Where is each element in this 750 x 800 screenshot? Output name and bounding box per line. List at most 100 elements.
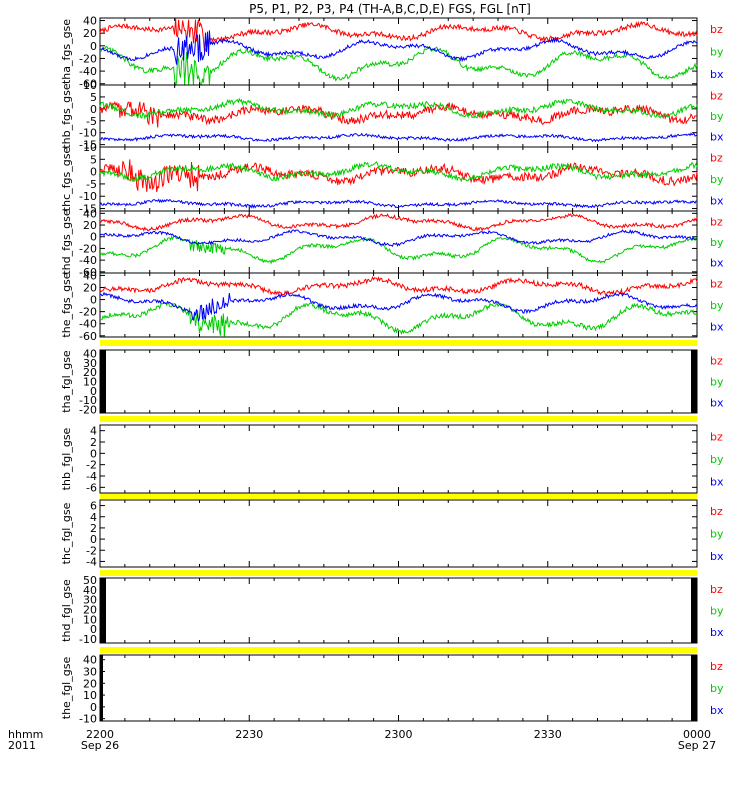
y-tick-label: -60 (79, 330, 97, 343)
legend-by: by (710, 376, 724, 389)
y-tick-label: 30 (83, 357, 97, 370)
y-tick-label: 20 (83, 604, 97, 617)
legend-bz: bz (710, 660, 723, 673)
y-axis-label: thc_fgs_gse (60, 147, 73, 212)
y-tick-label: 40 (83, 207, 97, 220)
series-by-line (99, 97, 698, 120)
y-tick-label: -2 (86, 544, 97, 557)
y-tick-label: 40 (83, 348, 97, 361)
y-tick-label: -6 (86, 481, 97, 494)
series-bx-line (99, 291, 698, 322)
legend-bz: bz (710, 355, 723, 368)
y-tick-label: -20 (79, 52, 97, 65)
y-tick-label: -4 (86, 555, 97, 568)
legend-by: by (710, 528, 724, 541)
y-axis-label: tha_fgl_gse (60, 350, 73, 413)
y-tick-label: 0 (90, 231, 97, 244)
series-by-line (99, 45, 698, 87)
legend-bz: bz (710, 152, 723, 165)
legend-bz: bz (710, 430, 723, 443)
legend-by: by (710, 110, 724, 123)
x-tick-label: 0000 (683, 728, 711, 741)
y-tick-label: 20 (83, 366, 97, 379)
y-tick-label: -20 (79, 403, 97, 416)
y-tick-label: -20 (79, 306, 97, 319)
y-tick-label: 10 (83, 141, 97, 154)
year-label: 2011 (8, 739, 36, 752)
y-tick-label: 0 (90, 623, 97, 636)
y-tick-label: 0 (90, 701, 97, 714)
y-tick-label: 4 (90, 511, 97, 524)
legend-bz: bz (710, 23, 723, 36)
panel-frame (99, 577, 698, 644)
legend-bz: bz (710, 215, 723, 228)
series-by-line (100, 302, 698, 337)
legend-bz: bz (710, 89, 723, 102)
x-tick-label: 2230 (235, 728, 263, 741)
legend-bx: bx (710, 68, 724, 81)
legend-by: by (710, 682, 724, 695)
edge-fill-right (691, 578, 697, 643)
y-tick-label: -10 (79, 190, 97, 203)
y-tick-label: 6 (90, 500, 97, 513)
y-tick-label: -60 (79, 266, 97, 279)
y-axis-label: the_fgl_gse (60, 657, 73, 720)
edge-fill-left (100, 578, 106, 643)
y-tick-label: -20 (79, 242, 97, 255)
y-tick-label: 10 (83, 613, 97, 626)
legend-by: by (710, 299, 724, 312)
y-tick-label: 10 (83, 689, 97, 702)
y-tick-label: 0 (90, 40, 97, 53)
legend-by: by (710, 236, 724, 249)
y-tick-label: 0 (90, 103, 97, 116)
panel-frame (99, 654, 698, 722)
y-tick-label: -10 (79, 713, 97, 726)
y-tick-label: 40 (83, 15, 97, 28)
panel-separator-band (100, 340, 697, 346)
panel-frame (99, 499, 698, 568)
legend-bz: bz (710, 505, 723, 518)
x-tick-label: 2330 (534, 728, 562, 741)
y-tick-label: 30 (83, 594, 97, 607)
y-tick-label: 10 (83, 79, 97, 92)
series-bx-line (99, 132, 698, 143)
y-tick-label: -4 (86, 470, 97, 483)
legend-by: by (710, 46, 724, 59)
series-bz-line (99, 275, 698, 297)
x-tick-label: 2300 (385, 728, 413, 741)
y-tick-label: 50 (83, 574, 97, 587)
y-tick-label: 5 (90, 91, 97, 104)
y-axis-label: thb_fgs_gse (60, 83, 73, 149)
panel-frame (99, 272, 698, 338)
legend-bx: bx (710, 550, 724, 563)
legend-bx: bx (710, 320, 724, 333)
y-axis-label: tha_fgs_gse (60, 19, 73, 84)
legend-by: by (710, 453, 724, 466)
series-bx-line (99, 30, 698, 65)
series-by-line (99, 161, 698, 183)
panel-separator-band (100, 647, 697, 653)
y-tick-label: 0 (90, 166, 97, 179)
panel-separator-band (100, 416, 697, 422)
edge-fill-right (691, 655, 697, 721)
y-tick-label: 0 (90, 447, 97, 460)
y-tick-label: -5 (86, 178, 97, 191)
legend-bx: bx (710, 626, 724, 639)
y-tick-label: 40 (83, 584, 97, 597)
y-axis-label: thd_fgs_gse (60, 209, 73, 275)
y-axis-label: thb_fgl_gse (60, 427, 73, 490)
edge-fill-left (100, 350, 106, 413)
y-tick-label: -60 (79, 78, 97, 91)
panel-frame (99, 424, 698, 494)
y-tick-label: 20 (83, 677, 97, 690)
y-tick-label: -15 (79, 139, 97, 152)
